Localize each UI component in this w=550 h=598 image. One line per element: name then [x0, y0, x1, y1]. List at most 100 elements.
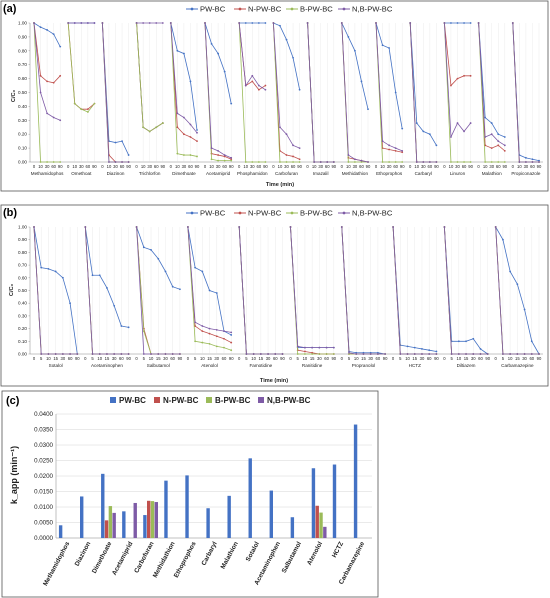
x-tick-label: 10 [456, 356, 461, 361]
y-tick-label: 1.00 [18, 21, 27, 26]
x-tick-label: 90 [485, 356, 490, 361]
data-point-n [503, 149, 506, 152]
data-point-nb [69, 353, 71, 355]
data-point-pw [435, 350, 438, 353]
data-point-n [257, 88, 260, 91]
x-tick-label: 30 [113, 164, 118, 169]
data-point-nb [201, 325, 204, 327]
x-tick-label: 10 [251, 356, 256, 361]
y-tick-label: 0.0300 [34, 442, 53, 449]
data-point-pw [465, 340, 467, 343]
bar-n,b-pw-bc [154, 502, 158, 538]
data-point-nb [93, 22, 96, 24]
x-tick-label: 90 [434, 164, 439, 169]
legend-marker-0 [190, 7, 194, 11]
panel-b-ylabel: C/C₀ [9, 283, 15, 296]
x-tick-label: 90 [75, 356, 80, 361]
data-point-nb [435, 353, 438, 355]
x-tick-label: 0 [341, 356, 344, 361]
data-point-nb [67, 22, 70, 24]
data-point-pw [189, 80, 192, 83]
data-point-nb [484, 136, 487, 138]
data-point-nb [84, 226, 87, 228]
x-tick-label: 10 [175, 164, 180, 169]
x-tick-label: 90 [366, 164, 371, 169]
data-point-pw [54, 270, 57, 273]
data-point-nb [530, 353, 533, 355]
data-point-nb [281, 353, 284, 355]
category-label: Sotalol [49, 363, 63, 368]
data-point-pw [106, 287, 108, 289]
x-tick-label: 0 [477, 164, 480, 169]
data-point-pw [113, 304, 116, 307]
data-point-nb [497, 140, 500, 143]
data-point-nb [204, 22, 206, 24]
legend-label-0: PW-BC [119, 396, 146, 405]
y-tick-label: 0.80 [18, 48, 27, 53]
x-tick-label: 0 [306, 164, 309, 169]
data-point-b [80, 108, 83, 111]
data-point-pw [422, 130, 425, 133]
data-point-pw [171, 285, 174, 288]
data-point-b [161, 122, 164, 124]
category-label: Diltiazem [457, 363, 476, 368]
data-point-nb [399, 353, 402, 355]
x-tick-label: 60 [51, 164, 56, 169]
data-point-nb [76, 353, 79, 355]
data-point-b [381, 161, 384, 163]
data-point-nb [443, 226, 446, 228]
data-point-nb [355, 353, 358, 355]
data-point-nb [413, 353, 416, 355]
legend-marker-1 [238, 211, 242, 215]
x-tick-label: 60 [222, 164, 227, 169]
panel-c-legend: PW-BC N-PW-BC B-PW-BC N,B-PW-BC [110, 396, 311, 405]
bar-n-pw-bc [104, 520, 109, 538]
data-point-nb [401, 149, 404, 152]
data-point-nb [238, 226, 241, 228]
data-point-nb [59, 119, 62, 122]
x-tick-label: 15 [412, 356, 417, 361]
category-label: Propiconazole [511, 171, 541, 176]
data-point-nb [257, 84, 260, 87]
x-tick-label: 0 [375, 164, 378, 169]
data-point-nb [457, 353, 460, 355]
data-point-b [251, 161, 254, 163]
data-point-pw [127, 326, 130, 329]
x-tick-label: 10 [508, 356, 513, 361]
x-tick-label: 0 [67, 164, 70, 169]
bar-pw-bc [353, 424, 358, 538]
data-point-pw [525, 156, 527, 159]
data-point-pw [69, 302, 71, 305]
group-methidathion: 0 10 30 60 90 Methidathion [341, 22, 371, 176]
data-point-b [298, 161, 301, 163]
data-point-n [230, 341, 233, 344]
data-point-nb [311, 346, 314, 349]
x-tick-label: 10 [209, 164, 214, 169]
data-point-b [354, 161, 356, 163]
x-tick-label: 10 [38, 164, 43, 169]
data-point-pw [367, 108, 369, 111]
data-point-pw [531, 158, 534, 161]
data-point-pw [428, 133, 431, 136]
data-point-nb [223, 330, 225, 333]
x-tick-label: 30 [216, 164, 221, 169]
bar-b-pw-bc [108, 506, 113, 538]
data-point-n [450, 84, 452, 87]
data-point-nb [150, 353, 152, 355]
group-carbofuran: 0 10 30 60 90 Carbofuran [272, 22, 303, 176]
y-tick-label: 0.00 [18, 160, 27, 165]
data-point-n [251, 80, 254, 83]
data-point-nb [289, 226, 292, 228]
data-point-b [360, 161, 363, 163]
data-point-b [279, 161, 281, 163]
data-point-n [201, 330, 204, 333]
data-point-nb [376, 353, 379, 355]
data-point-b [46, 161, 48, 163]
y-tick-label: 0.0100 [34, 504, 53, 511]
group-acetamiprid: 0 10 30 60 90 Acetamiprid [204, 22, 234, 176]
x-tick-label: 60 [359, 164, 364, 169]
category-label: Imazalil [313, 171, 329, 176]
x-tick-label: 30 [489, 164, 494, 169]
x-tick-label: 90 [383, 356, 388, 361]
